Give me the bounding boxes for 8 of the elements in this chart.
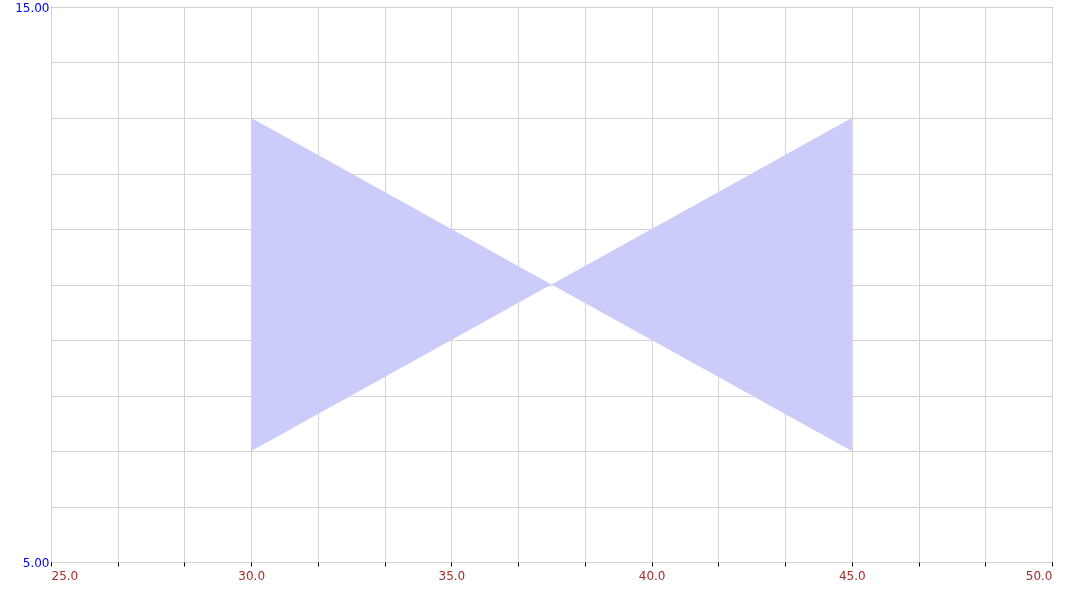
x-tick-label: 35.0 xyxy=(438,568,466,583)
x-tick-label: 45.0 xyxy=(838,568,866,583)
x-tick-label: 30.0 xyxy=(238,568,266,583)
y-tick-label: 5.00 xyxy=(22,555,50,570)
x-tick-label: 25.0 xyxy=(51,568,79,583)
y-tick-label: 15.00 xyxy=(15,0,50,15)
x-tick-label: 40.0 xyxy=(638,568,666,583)
x-tick-label: 50.0 xyxy=(1025,568,1053,583)
